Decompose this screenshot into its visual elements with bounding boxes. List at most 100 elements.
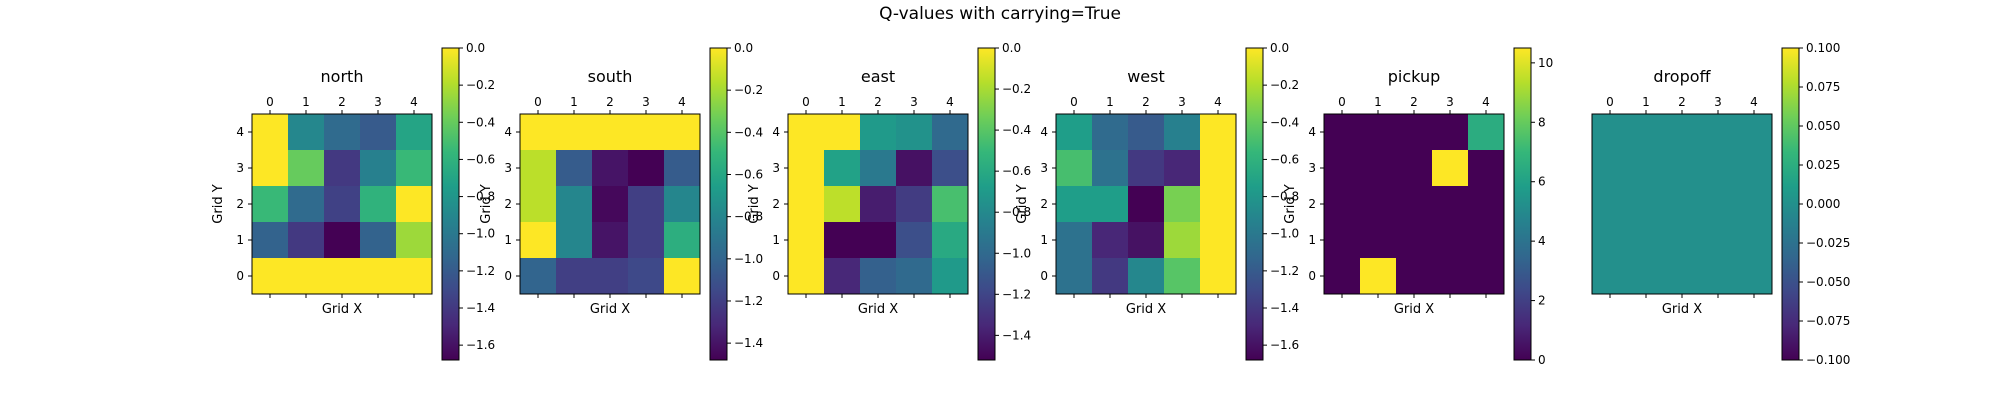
x-tick-label: 0 <box>266 95 274 109</box>
y-tick-label: 1 <box>1040 233 1048 247</box>
heatmap-cell <box>520 258 557 295</box>
heatmap-cell <box>1396 222 1433 259</box>
x-tick-label: 4 <box>1214 95 1222 109</box>
heatmap-cell <box>592 258 629 295</box>
y-tick-label: 4 <box>772 125 780 139</box>
heatmap-cell <box>1164 114 1201 151</box>
y-tick-label: 2 <box>1040 197 1048 211</box>
colorbar-tick-label: −0.2 <box>734 83 763 97</box>
heatmap-cell <box>1468 150 1505 187</box>
colorbar-tick-label: 0.075 <box>1806 80 1840 94</box>
y-tick-label: 0 <box>504 269 512 283</box>
colorbar-tick-label: −1.2 <box>1270 264 1299 278</box>
heatmap-cell <box>664 258 701 295</box>
x-axis-label: Grid X <box>858 302 898 317</box>
colorbar-tick-label: −1.4 <box>734 336 763 350</box>
y-tick-label: 4 <box>236 125 244 139</box>
x-tick-label: 1 <box>570 95 578 109</box>
y-tick-label: 4 <box>1040 125 1048 139</box>
y-tick-label: 1 <box>236 233 244 247</box>
heatmap-cell <box>1664 186 1701 223</box>
colorbar-tick-label: −0.8 <box>466 190 495 204</box>
heatmap-cell <box>824 186 861 223</box>
colorbar-tick-label: −0.8 <box>734 210 763 224</box>
heatmap-cell <box>1700 114 1737 151</box>
y-axis-label: Grid Y <box>747 184 762 223</box>
heatmap-cell <box>1092 114 1129 151</box>
panel-title: east <box>861 67 895 86</box>
heatmap-cell <box>1056 114 1093 151</box>
heatmap-cell <box>1592 114 1629 151</box>
heatmap-cell <box>288 114 325 151</box>
heatmap-cell <box>520 186 557 223</box>
y-axis-label: Grid Y <box>1015 184 1030 223</box>
heatmap-cell <box>664 150 701 187</box>
heatmap-cell <box>1360 222 1397 259</box>
heatmap-cell <box>860 222 897 259</box>
heatmap-panel-west: west 0 1 2 3 4 0 1 2 3 4 Grid X Grid Y 0.0 −0.2 −0.4 −0.… <box>1015 41 1299 361</box>
y-tick-label: 2 <box>1308 197 1316 211</box>
x-tick-label: 3 <box>374 95 382 109</box>
heatmap-cell <box>824 258 861 295</box>
heatmap-cell <box>1396 114 1433 151</box>
colorbar-tick-label: −0.4 <box>1002 123 1031 137</box>
heatmap-cell <box>1360 114 1397 151</box>
y-tick-label: 3 <box>1308 161 1316 175</box>
heatmap-cell <box>1468 222 1505 259</box>
colorbar-tick-label: −0.2 <box>1002 82 1031 96</box>
heatmap-cell <box>360 114 397 151</box>
heatmap-cell <box>288 150 325 187</box>
y-axis-label: Grid Y <box>211 184 226 223</box>
heatmap-cell <box>252 186 289 223</box>
colorbar-tick-label: −0.6 <box>1002 164 1031 178</box>
heatmap-cell <box>1664 258 1701 295</box>
x-tick-label: 2 <box>1142 95 1150 109</box>
heatmap-cell <box>592 222 629 259</box>
heatmap-cell <box>1736 186 1773 223</box>
y-tick-label: 4 <box>504 125 512 139</box>
y-tick-label: 0 <box>772 269 780 283</box>
heatmap-cell <box>396 186 433 223</box>
heatmap-cell <box>932 150 969 187</box>
x-axis-label: Grid X <box>590 302 630 317</box>
colorbar-tick-label: 0.100 <box>1806 41 1840 55</box>
heatmap-cell <box>1736 150 1773 187</box>
heatmap-cell <box>788 114 825 151</box>
colorbar-tick-label: 0.0 <box>466 41 485 55</box>
colorbar-tick-label: −0.4 <box>1270 115 1299 129</box>
colorbar-tick-label: 0 <box>1538 353 1546 367</box>
heatmap-panel-pickup: pickup 0 1 2 3 4 0 1 2 3 4 Grid X Grid Y 10 8 6 4 2 0 <box>1283 47 1553 367</box>
x-tick-label: 1 <box>1374 95 1382 109</box>
colorbar-tick-label: 10 <box>1538 56 1553 70</box>
heatmap-cell <box>1628 114 1665 151</box>
heatmap-cell <box>896 222 933 259</box>
heatmap-cell <box>324 150 361 187</box>
heatmap-cell <box>1700 258 1737 295</box>
x-tick-label: 2 <box>1678 95 1686 109</box>
heatmap-cell <box>288 186 325 223</box>
y-tick-label: 1 <box>772 233 780 247</box>
heatmap-cell <box>824 222 861 259</box>
x-tick-label: 0 <box>1606 95 1614 109</box>
colorbar <box>442 48 459 360</box>
x-tick-label: 1 <box>1106 95 1114 109</box>
heatmap-cell <box>932 258 969 295</box>
y-axis-label: Grid Y <box>479 184 494 223</box>
heatmap-cell <box>556 258 593 295</box>
colorbar-tick-label: −0.4 <box>734 125 763 139</box>
heatmap-cell <box>288 222 325 259</box>
colorbar-tick-label: −1.6 <box>1270 338 1299 352</box>
heatmap-cell <box>360 150 397 187</box>
heatmap-cell <box>1432 258 1469 295</box>
colorbar-tick-label: 0.000 <box>1806 197 1840 211</box>
heatmap-cell <box>628 150 665 187</box>
x-tick-label: 4 <box>946 95 954 109</box>
y-tick-label: 1 <box>1308 233 1316 247</box>
heatmap-cell <box>1128 222 1165 259</box>
x-tick-label: 0 <box>1070 95 1078 109</box>
heatmap-cell <box>788 150 825 187</box>
colorbar-tick-label: −1.4 <box>1270 301 1299 315</box>
heatmap-cell <box>932 186 969 223</box>
heatmap-cell <box>1324 258 1361 295</box>
